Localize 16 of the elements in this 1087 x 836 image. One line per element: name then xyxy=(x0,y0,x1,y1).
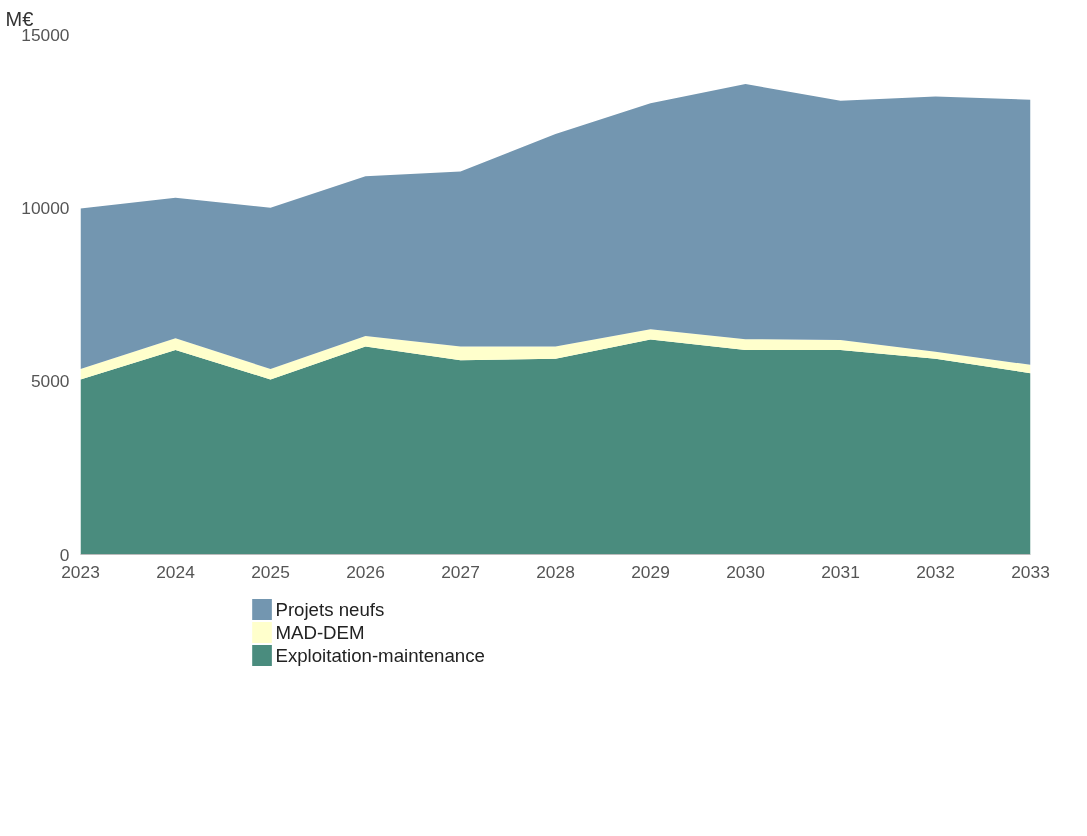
x-tick-label: 2029 xyxy=(631,561,670,582)
x-tick-label: 2030 xyxy=(726,561,765,582)
x-tick-label: 2024 xyxy=(156,561,196,582)
x-tick-label: 2025 xyxy=(251,561,290,582)
x-tick-label: 2031 xyxy=(821,561,860,582)
y-tick-label: 10000 xyxy=(21,197,70,218)
x-tick-label: 2032 xyxy=(916,561,955,582)
y-axis-title: M€ xyxy=(5,7,34,30)
x-tick-label: 2028 xyxy=(536,561,575,582)
legend-label: MAD-DEM xyxy=(275,622,365,643)
x-tick-label: 2027 xyxy=(441,561,480,582)
y-tick-label: 5000 xyxy=(30,371,70,392)
x-tick-label: 2033 xyxy=(1011,561,1050,582)
x-tick-label: 2026 xyxy=(346,561,385,582)
legend-label: Projets neufs xyxy=(275,599,385,620)
legend-label: Exploitation-maintenance xyxy=(275,645,485,666)
